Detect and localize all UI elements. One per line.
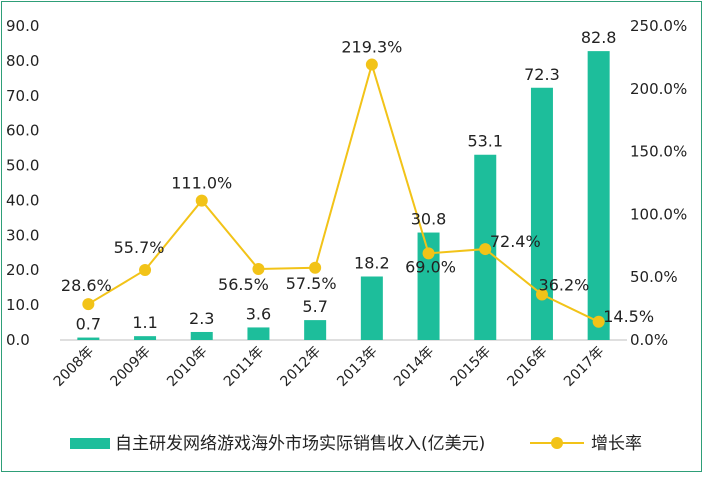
bar [530,87,553,341]
y-right-tick-label: 50.0% [630,268,678,286]
bar-value-label: 18.2 [354,254,390,273]
growth-point [82,298,95,311]
growth-line [87,60,600,323]
bar-value-label: 0.7 [76,315,101,334]
growth-value-label: 14.5% [603,307,654,326]
growth-value-label: 28.6% [61,276,112,295]
x-tick-label: 2015年 [448,344,494,390]
bar-series [77,51,610,341]
bar [134,336,157,340]
growth-point [365,58,378,71]
x-tick-label: 2013年 [334,344,380,390]
y-right-tick-label: 200.0% [630,80,687,98]
legend-line-marker [551,437,563,449]
growth-value-label: 36.2% [539,276,590,295]
y-right-tick-label: 100.0% [630,205,687,223]
bar [417,232,440,340]
y-left-tick-label: 90.0 [6,17,39,35]
bar [587,51,610,341]
bar [360,276,383,340]
bar-value-label: 3.6 [246,304,271,323]
y-left-tick-label: 0.0 [6,331,30,349]
bar-value-label: 82.8 [581,28,617,47]
bar [77,337,100,340]
growth-point [252,263,265,276]
growth-value-label: 72.4% [490,232,541,251]
growth-value-label: 57.5% [286,274,337,293]
y-right-tick-label: 0.0% [630,331,668,349]
growth-value-label: 111.0% [171,174,232,193]
y-left-tick-label: 20.0 [6,261,39,279]
growth-point [309,261,322,274]
x-tick-label: 2016年 [504,344,550,390]
y-left-tick-label: 10.0 [6,296,39,314]
y-left-tick-label: 70.0 [6,87,39,105]
x-tick-label: 2014年 [391,344,437,390]
bar-value-label: 72.3 [524,65,560,84]
bar [247,327,270,340]
bar-value-label: 2.3 [189,309,214,328]
y-right-tick-label: 250.0% [630,17,687,35]
legend-bar-swatch [70,438,110,449]
y-left-tick-label: 30.0 [6,226,39,244]
legend-bar-label: 自主研发网络游戏海外市场实际销售收入(亿美元) [115,434,485,454]
bar-value-label: 5.7 [302,297,327,316]
legend: 自主研发网络游戏海外市场实际销售收入(亿美元) 增长率 [70,434,642,454]
x-tick-label: 2008年 [51,344,97,390]
growth-point [479,243,492,256]
y-left-tick-label: 40.0 [6,191,39,209]
bar-value-label: 30.8 [411,210,447,229]
bar [190,331,213,340]
y-left-tick-label: 50.0 [6,157,39,175]
growth-point [592,315,605,328]
growth-value-label: 219.3% [341,38,402,57]
bar [304,320,327,340]
line-series [82,58,605,328]
x-tick-label: 2010年 [164,344,210,390]
x-tick-label: 2012年 [278,344,324,390]
y-left-tick-label: 80.0 [6,52,39,70]
growth-point [139,264,152,277]
x-tick-label: 2009年 [107,344,153,390]
data-labels: 0.7 1.1 2.3 3.6 5.7 18.2 30.8 53.1 72.3 82.8 28.6%… [61,28,654,333]
axes: 0.0 10.0 20.0 30.0 40.0 50.0 60.0 70.0 80.0 90.0 0… [6,17,687,390]
bar-value-label: 1.1 [132,313,157,332]
growth-value-label: 69.0% [405,257,456,276]
bar-value-label: 53.1 [467,132,503,151]
growth-value-label: 56.5% [218,275,269,294]
y-right-tick-label: 150.0% [630,143,687,161]
legend-line-label: 增长率 [591,434,642,454]
growth-point [422,247,435,260]
growth-value-label: 55.7% [114,238,165,257]
x-tick-label: 2011年 [221,344,267,390]
growth-point [535,288,548,301]
x-tick-label: 2017年 [561,344,607,390]
growth-point [195,194,208,207]
y-left-tick-label: 60.0 [6,122,39,140]
